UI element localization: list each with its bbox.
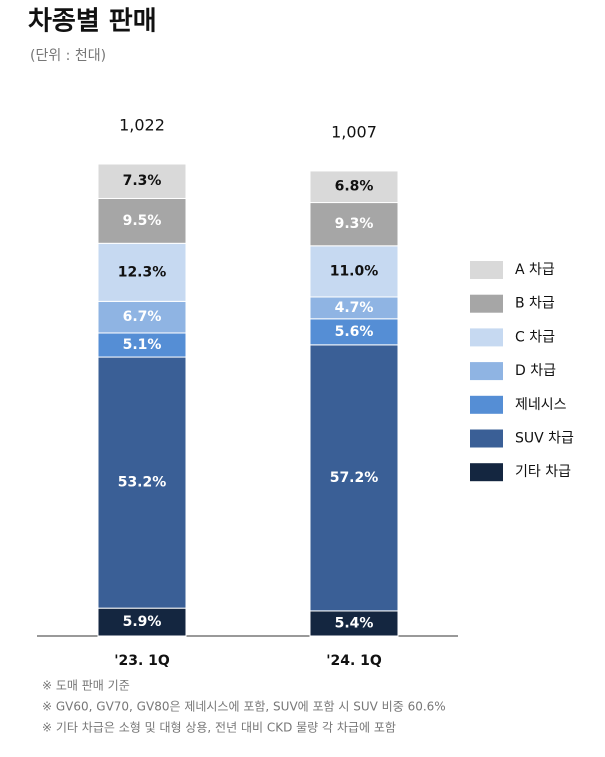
legend-swatch xyxy=(470,463,503,482)
legend-label: SUV 차급 xyxy=(515,431,574,447)
legend-label: D 차급 xyxy=(515,363,556,379)
legend-label: 기타 차급 xyxy=(515,464,571,480)
legend-label: B 차급 xyxy=(515,296,555,312)
bar-segment xyxy=(97,242,187,302)
chart-title: 차종별 판매 xyxy=(28,7,157,37)
bar-segment xyxy=(97,197,187,244)
bar-segment xyxy=(97,607,187,637)
bar-segment xyxy=(309,202,399,247)
chart-subtitle: (단위 : 천대) xyxy=(30,48,106,64)
bar-segment xyxy=(309,318,399,346)
footnote: ※ 기타 차급은 소형 및 대형 상용, 전년 대비 CKD 물량 각 차급에 … xyxy=(42,721,396,735)
bar-segment xyxy=(309,245,399,298)
legend-swatch xyxy=(470,362,503,381)
legend-swatch xyxy=(470,261,503,279)
legend-swatch xyxy=(470,328,503,347)
value-label: 12.3% xyxy=(118,264,167,280)
value-label: 5.9% xyxy=(123,614,162,630)
bar-segment xyxy=(309,344,399,612)
value-label: 5.6% xyxy=(335,324,374,340)
value-label: 57.2% xyxy=(330,470,379,486)
value-label: 6.8% xyxy=(335,179,374,195)
value-label: 4.7% xyxy=(335,300,374,316)
legend-swatch xyxy=(470,429,503,448)
total-label: 1,007 xyxy=(331,122,377,141)
bar-segment xyxy=(97,163,187,199)
total-label: 1,022 xyxy=(119,116,165,135)
value-label: 7.3% xyxy=(123,173,162,189)
value-label: 5.1% xyxy=(123,337,162,353)
value-label: 53.2% xyxy=(118,475,167,491)
footnote: ※ 도매 판매 기준 xyxy=(42,679,130,693)
bar-segment xyxy=(97,300,187,334)
value-label: 9.3% xyxy=(335,216,374,232)
legend-label: 제네시스 xyxy=(515,397,567,413)
value-label: 6.7% xyxy=(123,309,162,325)
value-label: 5.4% xyxy=(335,615,374,631)
bar-segment xyxy=(309,610,399,637)
value-label: 9.5% xyxy=(123,213,162,229)
x-tick-label: '23. 1Q xyxy=(114,653,170,669)
footnote: ※ GV60, GV70, GV80은 제네시스에 포함, SUV에 포함 시 … xyxy=(42,700,446,714)
legend-label: A 차급 xyxy=(515,262,555,278)
bar-segment xyxy=(97,356,187,609)
legend-swatch xyxy=(470,395,503,414)
x-tick-label: '24. 1Q xyxy=(326,653,382,669)
legend-swatch xyxy=(470,294,503,313)
value-label: 11.0% xyxy=(330,263,379,279)
bar-segment xyxy=(309,170,399,204)
legend-label: C 차급 xyxy=(515,329,555,345)
